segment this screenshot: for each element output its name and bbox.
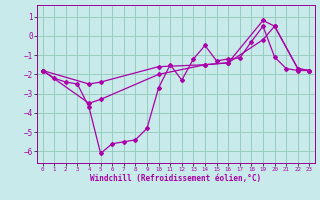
X-axis label: Windchill (Refroidissement éolien,°C): Windchill (Refroidissement éolien,°C) <box>91 174 261 183</box>
